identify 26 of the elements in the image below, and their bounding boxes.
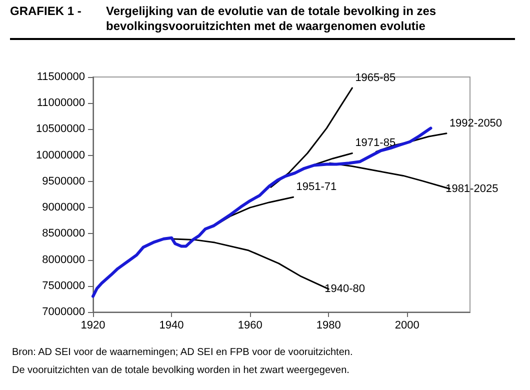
series-label: 1951-71 — [296, 181, 337, 194]
y-tick-label: 11500000 — [36, 71, 85, 83]
text: Bron: AD SEI voor de waarnemingen; AD SEI en FPB voor de vooruitzichten. — [12, 346, 353, 360]
chart-subtitle: Vergelijking van de evolutie van de totale bevolking in zes bevolkingsvooruitzichten met de waargenomen evolutie — [106, 4, 438, 34]
chart-title: GRAFIEK 1 - — [10, 4, 82, 20]
y-tick-label: 8500000 — [42, 228, 85, 240]
y-tick-label: 10000000 — [36, 149, 85, 162]
x-tick-label: 1960 — [238, 320, 262, 332]
y-tick-label: 11000000 — [36, 97, 85, 110]
series-label: 1965-85 — [355, 72, 396, 84]
y-tick-label: 8000000 — [42, 254, 85, 266]
x-tick-label: 1920 — [80, 320, 106, 332]
y-tick-label: 7000000 — [42, 306, 85, 318]
y-tick-label: 9000000 — [42, 202, 85, 214]
line-series — [92, 126, 432, 298]
series-label: 1971-85 — [355, 137, 396, 150]
series-label: 1940-80 — [324, 283, 365, 296]
series-label: 1981-2025 — [446, 182, 498, 195]
x-tick-label: 1940 — [159, 320, 184, 332]
x-tick-label: 2000 — [394, 320, 420, 332]
series-label: 1992-2050 — [449, 117, 502, 130]
y-tick-label: 9500000 — [42, 175, 85, 188]
x-tick-label: 1980 — [316, 320, 341, 332]
y-tick-label: 7500000 — [42, 280, 85, 292]
text: De vooruitzichten van de totale bevolking worden in het zwart weergegeven. — [12, 364, 350, 378]
y-tick-label: 10500000 — [36, 123, 85, 136]
